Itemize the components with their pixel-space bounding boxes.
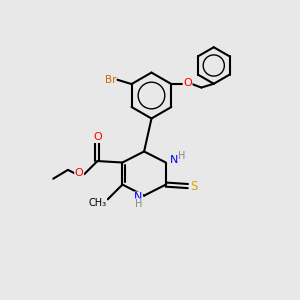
Text: N: N [134,192,142,202]
Text: Br: Br [105,75,116,85]
Text: S: S [190,180,197,193]
Text: H: H [134,199,142,209]
Text: O: O [183,78,192,88]
Text: O: O [93,133,102,142]
Text: H: H [178,151,186,161]
Text: N: N [170,154,178,165]
Text: CH₃: CH₃ [88,198,106,208]
Text: O: O [75,168,83,178]
